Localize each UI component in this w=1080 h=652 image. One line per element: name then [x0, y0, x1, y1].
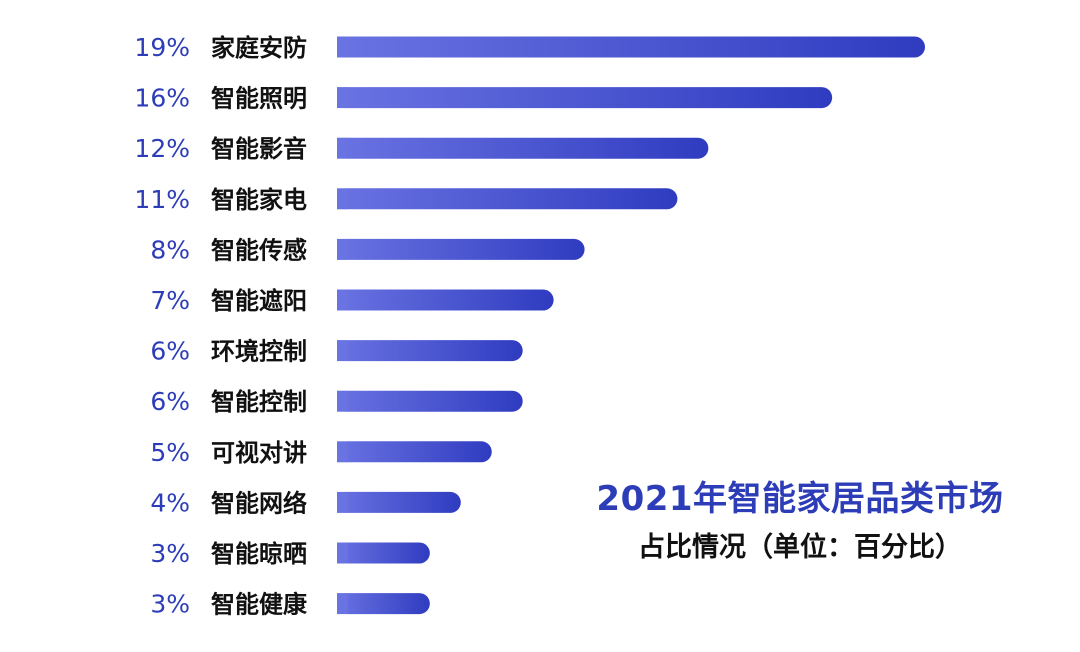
category-label-1: 智能照明 [211, 85, 307, 113]
bar-left-cap-1 [337, 87, 348, 109]
value-label-8: 5% [150, 438, 190, 467]
chart-title-block: 2021年智能家居品类市场 占比情况（单位：百分比） [560, 476, 1040, 566]
bar-left-cap-0 [337, 36, 348, 58]
bar-7 [337, 390, 523, 412]
value-label-10: 3% [150, 539, 190, 568]
value-label-6: 6% [150, 337, 190, 366]
value-label-2: 12% [134, 134, 190, 163]
value-labels-group: 19% 16% 12% 11% 8% 7% 6% 6% 5% 4% 3% 3% [134, 33, 190, 619]
category-label-5: 智能遮阳 [211, 287, 307, 315]
bar-left-cap-5 [337, 289, 348, 311]
bar-left-cap-2 [337, 137, 348, 159]
category-label-10: 智能晾晒 [211, 540, 307, 568]
value-label-9: 4% [150, 488, 190, 517]
bar-left-cap-11 [337, 593, 348, 615]
bar-left-cap-9 [337, 491, 348, 513]
bar-0 [337, 36, 925, 58]
bar-3 [337, 188, 678, 210]
category-labels-group: 家庭安防智能照明智能影音智能家电智能传感智能遮阳环境控制智能控制可视对讲智能网络… [211, 34, 308, 619]
chart-subtitle: 占比情况（单位：百分比） [638, 532, 962, 563]
category-label-8: 可视对讲 [211, 439, 307, 467]
bar-8 [337, 441, 492, 463]
bar-5 [337, 289, 554, 311]
bar-left-cap-3 [337, 188, 348, 210]
value-label-11: 3% [150, 590, 190, 619]
chart-title: 2021年智能家居品类市场 [596, 479, 1004, 519]
bar-left-cap-10 [337, 542, 348, 564]
value-label-3: 11% [134, 185, 190, 214]
bar-4 [337, 238, 585, 260]
bar-6 [337, 340, 523, 362]
bar-1 [337, 87, 833, 109]
bar-11 [337, 593, 430, 615]
bar-10 [337, 542, 430, 564]
category-label-4: 智能传感 [211, 236, 307, 264]
value-label-0: 19% [134, 33, 190, 62]
value-label-4: 8% [150, 235, 190, 264]
category-label-11: 智能健康 [211, 591, 308, 619]
bar-left-cap-7 [337, 390, 348, 412]
bars-group [337, 36, 925, 615]
value-label-7: 6% [150, 387, 190, 416]
bar-left-cap-8 [337, 441, 348, 463]
bar-left-cap-4 [337, 238, 348, 260]
value-label-5: 7% [150, 286, 190, 315]
category-label-3: 智能家电 [211, 186, 307, 214]
category-label-6: 环境控制 [211, 338, 307, 366]
category-label-0: 家庭安防 [211, 34, 307, 62]
bar-left-cap-6 [337, 340, 348, 362]
bar-9 [337, 491, 461, 513]
bar-2 [337, 137, 709, 159]
category-label-7: 智能控制 [211, 388, 307, 416]
category-label-9: 智能网络 [211, 489, 307, 517]
value-label-1: 16% [134, 84, 190, 113]
category-label-2: 智能影音 [211, 135, 307, 163]
